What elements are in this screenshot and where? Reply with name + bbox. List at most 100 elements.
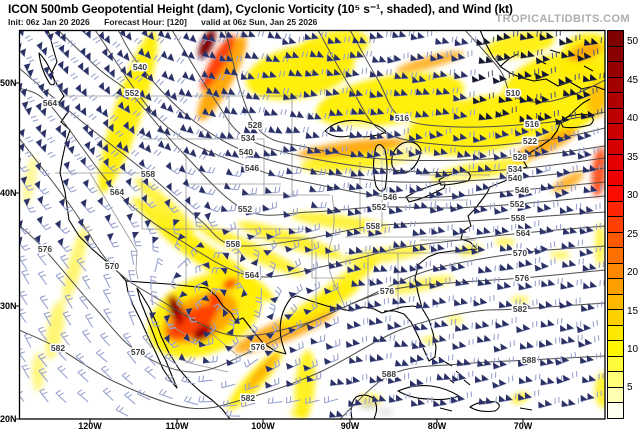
wind-barb-pennant [457, 150, 472, 158]
wind-barb [535, 143, 556, 158]
wind-barb-pennant [241, 289, 248, 298]
wind-barb-pennant [152, 236, 160, 244]
site-watermark: TROPICALTIDBITS.COM [495, 13, 630, 25]
wind-barb-pennant [387, 54, 402, 64]
wind-barb-pennant [497, 281, 511, 290]
height-contour-558 [19, 67, 605, 247]
wind-barb [305, 396, 320, 405]
wind-barb [540, 317, 563, 329]
colorbar-tick-label: 15 [627, 306, 639, 317]
wind-barb [201, 151, 226, 159]
wind-barb-pennant [433, 398, 447, 407]
wind-barb-pennant [19, 30, 24, 36]
wind-barb-pennant [520, 50, 535, 59]
wind-barb [58, 201, 74, 213]
wind-barb-pennant [58, 99, 70, 114]
wind-barb-pennant [473, 205, 488, 214]
wind-barb-pennant [264, 350, 273, 357]
wind-barb-pennant [410, 52, 425, 61]
wind-barb [124, 391, 136, 405]
wind-barb-pennant [34, 180, 41, 189]
vorticity-blob [495, 238, 515, 246]
wind-barb-pennant [202, 49, 217, 59]
wind-barb-pennant [518, 392, 532, 401]
wind-barb [475, 181, 498, 192]
wind-barb-pennant [221, 87, 236, 95]
wind-barb [100, 365, 112, 379]
wind-barb-pennant [262, 204, 270, 212]
contour-label: 510 [506, 88, 520, 98]
wind-barb-pennant [284, 314, 293, 320]
wind-barb [267, 397, 283, 405]
wind-barb-pennant [325, 247, 333, 254]
wind-barb [309, 185, 326, 193]
wind-barb-pennant [476, 37, 491, 46]
wind-barb [142, 333, 153, 348]
wind-barb-pennant [411, 398, 425, 407]
wind-barb [304, 31, 327, 41]
wind-barb-pennant [388, 375, 402, 384]
wind-barb [102, 122, 124, 138]
wind-barb-pennant [161, 70, 175, 82]
wind-barb-pennant [369, 90, 384, 98]
colorbar-cell [608, 248, 623, 264]
contour-label: 564 [110, 187, 124, 197]
wind-barb [158, 388, 173, 400]
map-frame [18, 29, 606, 420]
colorbar-cell [608, 139, 623, 156]
wind-barb-pennant [582, 263, 597, 272]
wind-barb [246, 343, 261, 355]
wind-barb-pennant [179, 291, 188, 298]
contour-label: 558 [226, 239, 240, 249]
wind-barb-pennant [185, 308, 193, 316]
wind-barb-pennant [409, 133, 423, 142]
wind-barb [324, 396, 339, 404]
wind-barb-pennant [477, 278, 492, 286]
wind-barb-pennant [222, 253, 230, 260]
wind-barb-pennant [220, 205, 228, 212]
wind-barb [23, 333, 32, 348]
wind-barb-pennant [579, 206, 594, 215]
wind-barb [36, 251, 47, 266]
wind-barb-pennant [577, 131, 592, 141]
wind-barb-pennant [221, 228, 230, 235]
wind-barb-pennant [98, 31, 110, 44]
wind-barb-pennant [98, 81, 111, 95]
colorbar-cell [608, 93, 623, 109]
wind-barb [184, 199, 201, 210]
wind-barb-pennant [329, 410, 344, 418]
wind-barb [477, 333, 499, 344]
wind-barb [220, 204, 237, 213]
wind-barb [81, 329, 92, 344]
wind-barb-pennant [556, 168, 571, 178]
wind-barb-pennant [282, 37, 296, 45]
wind-barb [433, 68, 456, 79]
axis-ticks [15, 82, 524, 423]
wind-barb-pennant [196, 242, 205, 248]
wind-barb-pennant [537, 112, 552, 122]
wind-barb-pennant [309, 185, 317, 192]
contour-label: 588 [382, 369, 396, 379]
wind-barb-pennant [142, 177, 149, 186]
wind-barb-pennant [499, 300, 513, 308]
wind-barb [198, 188, 216, 196]
wind-barb-pennant [265, 365, 274, 372]
wind-barb-pennant [394, 72, 409, 79]
wind-barb-pennant [204, 212, 211, 221]
wind-barb [409, 260, 431, 272]
colorbar-cell [608, 77, 623, 94]
wind-barb-pennant [432, 335, 447, 344]
wind-barb [451, 391, 472, 404]
wind-barb [35, 127, 56, 144]
colorbar-tick-label: 40 [627, 113, 639, 124]
wind-barb-pennant [518, 358, 532, 367]
wind-barb-pennant [138, 141, 152, 153]
wind-barb-pennant [409, 263, 424, 272]
wind-barb [431, 354, 454, 366]
wind-barb-pennant [242, 188, 249, 196]
wind-barb-pennant [372, 335, 387, 343]
wind-barb-pennant [177, 111, 191, 120]
wind-barb-pennant [202, 107, 216, 117]
vorticity-blob [587, 82, 605, 118]
wind-barb [538, 396, 560, 409]
